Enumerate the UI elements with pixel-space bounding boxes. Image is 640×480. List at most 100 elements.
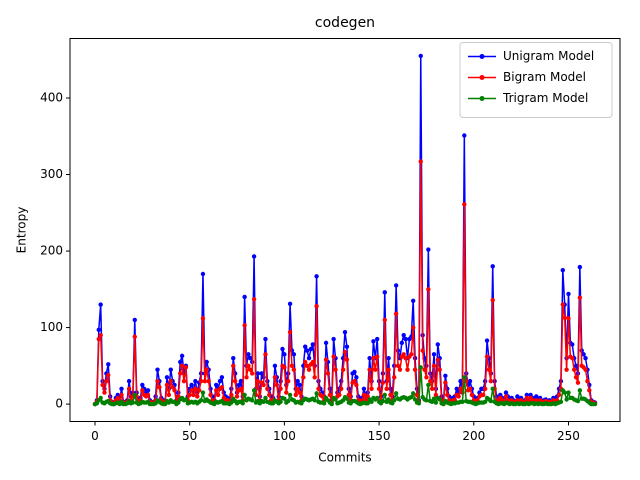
point xyxy=(410,391,416,396)
point xyxy=(431,396,437,401)
point xyxy=(323,357,329,362)
point xyxy=(193,386,198,391)
point xyxy=(333,397,338,402)
point xyxy=(193,378,198,384)
point xyxy=(248,355,253,361)
point xyxy=(140,382,145,388)
y-tick-label: 100 xyxy=(40,320,63,334)
point xyxy=(399,340,405,346)
point xyxy=(384,386,389,391)
point xyxy=(208,392,213,398)
point xyxy=(157,385,162,390)
point xyxy=(460,399,465,404)
point xyxy=(282,365,287,370)
point xyxy=(388,392,393,398)
point xyxy=(393,391,399,396)
point xyxy=(369,399,374,404)
point xyxy=(126,386,132,391)
point xyxy=(585,378,590,384)
point xyxy=(583,355,588,361)
point xyxy=(119,392,124,398)
point xyxy=(490,264,495,269)
point xyxy=(490,297,495,303)
point xyxy=(187,392,192,398)
point xyxy=(587,388,592,393)
point xyxy=(140,388,145,393)
point xyxy=(282,396,287,401)
point xyxy=(145,388,151,393)
point xyxy=(155,367,160,372)
point xyxy=(255,371,261,376)
point xyxy=(392,398,397,403)
point xyxy=(337,392,342,398)
chart-title: codegen xyxy=(315,15,375,31)
point xyxy=(583,367,588,372)
point xyxy=(295,378,300,384)
point xyxy=(312,375,317,380)
point xyxy=(183,397,189,402)
point xyxy=(285,398,291,404)
point xyxy=(98,395,103,401)
point xyxy=(392,375,397,380)
point xyxy=(200,316,206,321)
point xyxy=(265,386,270,391)
legend-marker xyxy=(479,96,485,101)
point xyxy=(484,354,490,359)
x-axis-label: Commits xyxy=(318,451,371,465)
point xyxy=(100,382,105,388)
point xyxy=(566,291,571,297)
point xyxy=(242,323,247,328)
point xyxy=(104,378,109,384)
point xyxy=(344,344,350,349)
point xyxy=(367,355,372,361)
point xyxy=(369,386,374,391)
point xyxy=(102,390,107,395)
legend-marker xyxy=(479,54,485,59)
point xyxy=(581,352,586,357)
point xyxy=(426,287,431,292)
point xyxy=(575,398,581,404)
point xyxy=(401,352,406,357)
point xyxy=(352,369,357,375)
point xyxy=(482,399,488,404)
point xyxy=(96,327,101,333)
point xyxy=(246,363,251,369)
point xyxy=(445,392,450,398)
legend-box xyxy=(459,42,613,118)
point xyxy=(458,378,463,384)
point xyxy=(200,271,206,277)
point xyxy=(195,394,200,399)
point xyxy=(592,401,598,407)
legend-label: Trigram Model xyxy=(502,91,588,105)
point xyxy=(503,390,509,395)
point xyxy=(382,290,387,295)
point xyxy=(204,367,209,372)
point xyxy=(467,386,473,391)
point xyxy=(570,355,575,361)
point xyxy=(231,363,236,369)
point xyxy=(255,378,261,384)
point xyxy=(560,302,566,307)
point xyxy=(416,401,422,406)
point xyxy=(414,392,420,398)
point xyxy=(189,382,194,388)
point xyxy=(272,375,278,380)
point xyxy=(242,392,247,398)
point xyxy=(166,392,172,398)
point xyxy=(249,371,255,376)
point xyxy=(215,392,221,398)
point xyxy=(374,354,380,359)
point xyxy=(403,336,408,342)
point xyxy=(503,394,509,399)
point xyxy=(179,363,185,369)
point xyxy=(365,401,370,406)
point xyxy=(469,392,475,398)
point xyxy=(249,398,255,403)
point xyxy=(278,386,283,391)
point xyxy=(246,352,251,357)
point xyxy=(164,382,170,388)
point xyxy=(263,352,268,357)
point xyxy=(181,378,187,384)
point xyxy=(484,338,490,343)
